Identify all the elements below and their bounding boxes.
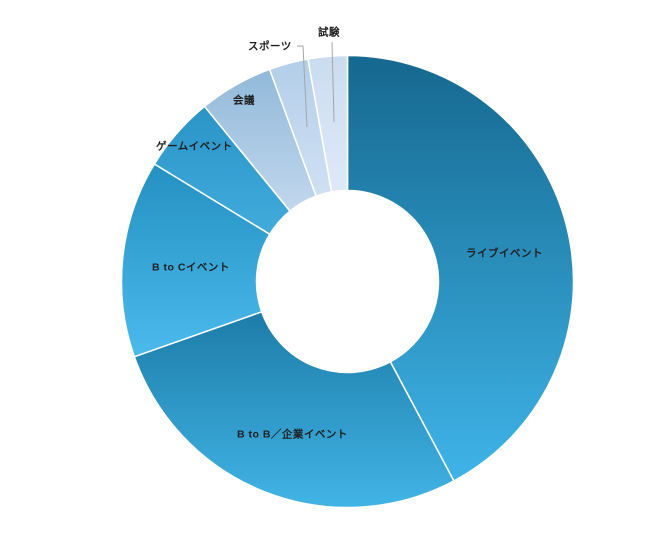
pie-slice-1 <box>133 311 455 509</box>
slice-label-1: B to B／企業イベント <box>237 428 348 441</box>
slice-label-2: B to Cイベント <box>152 262 230 274</box>
slice-labels-group: ライブイベント B to B／企業イベント B to Cイベント ゲームイベント 会議 ス… <box>152 26 543 441</box>
leader-line-0 <box>297 45 308 128</box>
pie-slice-0 <box>346 54 575 482</box>
pie-slice-6 <box>307 54 349 193</box>
slice-label-0: ライブイベント <box>466 247 543 260</box>
leader-line-1 <box>331 41 335 123</box>
slice-label-5: スポーツ <box>248 40 292 53</box>
leader-lines-group <box>297 41 335 128</box>
slice-label-6: 試験 <box>318 26 340 39</box>
slice-label-4: 会議 <box>233 94 255 107</box>
slice-label-3: ゲームイベント <box>156 140 233 153</box>
pie-slices-group <box>120 54 575 509</box>
